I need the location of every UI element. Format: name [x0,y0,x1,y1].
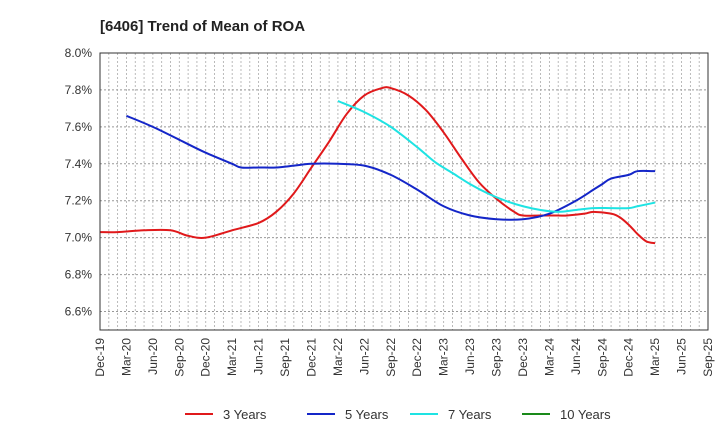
plot-area [100,53,708,330]
x-tick-label: Sep-23 [490,338,504,377]
legend-label-10-years: 10 Years [560,407,611,422]
x-tick-label: Mar-20 [119,338,133,376]
x-tick-label: Mar-21 [225,338,239,376]
legend: 3 Years 5 Years 7 Years 10 Years [185,407,611,422]
y-tick-label: 6.8% [65,268,93,282]
x-tick-label: Sep-21 [278,338,292,377]
x-tick-label: Dec-21 [304,338,318,377]
y-tick-label: 7.2% [65,194,93,208]
x-tick-label: Mar-24 [542,338,556,376]
legend-label-7-years: 7 Years [448,407,492,422]
x-tick-label: Mar-22 [331,338,345,376]
y-axis-ticks: 6.6% 6.8% 7.0% 7.2% 7.4% 7.6% 7.8% 8.0% [65,46,93,319]
series-line-5-years [126,114,656,221]
x-tick-label: Dec-19 [93,338,107,377]
chart-title: [6406] Trend of Mean of ROA [100,18,305,35]
series-lines [99,86,656,245]
plot-background [100,53,708,330]
x-tick-label: Jun-22 [357,338,371,375]
y-tick-label: 6.6% [65,305,93,319]
x-tick-label: Mar-25 [648,338,662,376]
x-tick-label: Sep-24 [595,338,609,377]
series-line-3-years [99,86,656,245]
x-axis-ticks: Dec-19 Mar-20 Jun-20 Sep-20 Dec-20 Mar-21 Jun-… [93,338,715,377]
legend-label-3-years: 3 Years [223,407,267,422]
x-tick-label: Jun-23 [463,338,477,375]
x-tick-label: Sep-20 [172,338,186,377]
x-tick-label: Dec-23 [516,338,530,377]
x-tick-label: Sep-25 [701,338,715,377]
x-tick-label: Dec-22 [410,338,424,377]
x-tick-label: Jun-20 [146,338,160,375]
plot-border [99,52,709,331]
y-tick-label: 7.0% [65,231,93,245]
legend-label-5-years: 5 Years [345,407,389,422]
y-tick-label: 7.8% [65,83,93,97]
x-tick-label: Jun-25 [675,338,689,375]
y-tick-label: 7.6% [65,120,93,134]
axes [99,52,709,331]
x-tick-label: Sep-22 [384,338,398,377]
y-tick-label: 7.4% [65,157,93,171]
x-tick-label: Dec-24 [622,338,636,377]
x-tick-label: Mar-23 [437,338,451,376]
x-tick-label: Jun-24 [569,338,583,375]
x-tick-label: Jun-21 [252,338,266,375]
x-tick-label: Dec-20 [199,338,213,377]
series-line-7-years [337,100,656,213]
y-tick-label: 8.0% [65,46,93,60]
